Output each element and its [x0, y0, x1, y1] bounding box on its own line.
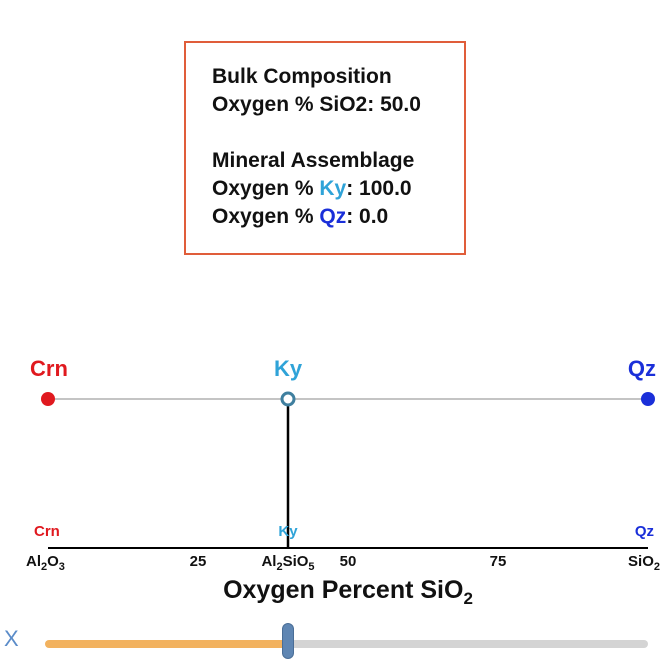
- ky-percent-prefix: Oxygen %: [212, 177, 320, 200]
- qz-percent-line: Oxygen % Qz: 0.0: [212, 203, 464, 231]
- qz-axis-label: Qz: [635, 523, 654, 540]
- qz-marker: [641, 392, 655, 406]
- bulk-composition-title: Bulk Composition: [212, 65, 392, 88]
- slider-track-filled[interactable]: [45, 640, 288, 648]
- crn-top-label: Crn: [30, 356, 68, 381]
- mineral-assemblage-title: Mineral Assemblage: [212, 149, 415, 172]
- tick-label: 75: [490, 553, 507, 570]
- composition-info-box: Bulk Composition Oxygen % SiO2: 50.0 Min…: [184, 41, 466, 255]
- ky-top-label: Ky: [274, 356, 303, 381]
- tick-label: Al2O3: [26, 553, 65, 573]
- tick-label: Al2SiO5: [261, 553, 314, 573]
- qz-top-label: Qz: [628, 356, 656, 381]
- slider-handle[interactable]: [283, 624, 293, 658]
- ky-percent-line: Oxygen % Ky: 100.0: [212, 175, 464, 203]
- ky-axis-label: Ky: [278, 523, 298, 540]
- tick-label: 50: [340, 553, 357, 570]
- qz-name-label: Qz: [319, 205, 347, 228]
- tick-label: SiO2: [628, 553, 660, 573]
- slider-track-remaining[interactable]: [288, 640, 648, 648]
- qz-percent-value: : 0.0: [346, 205, 389, 228]
- slider-label: X: [4, 626, 19, 651]
- ky-percent-value: : 100.0: [346, 177, 412, 200]
- bulk-sio2-prefix: Oxygen % SiO2:: [212, 93, 381, 116]
- ky-marker: [280, 391, 296, 407]
- crn-marker: [41, 392, 55, 406]
- bulk-sio2-line: Oxygen % SiO2: 50.0: [212, 91, 464, 119]
- qz-percent-prefix: Oxygen %: [212, 205, 320, 228]
- ky-name-label: Ky: [319, 177, 347, 200]
- bulk-sio2-value: 50.0: [380, 93, 421, 116]
- tick-label: 25: [190, 553, 207, 570]
- axis-title: Oxygen Percent SiO2: [223, 576, 473, 608]
- crn-axis-label: Crn: [34, 523, 60, 540]
